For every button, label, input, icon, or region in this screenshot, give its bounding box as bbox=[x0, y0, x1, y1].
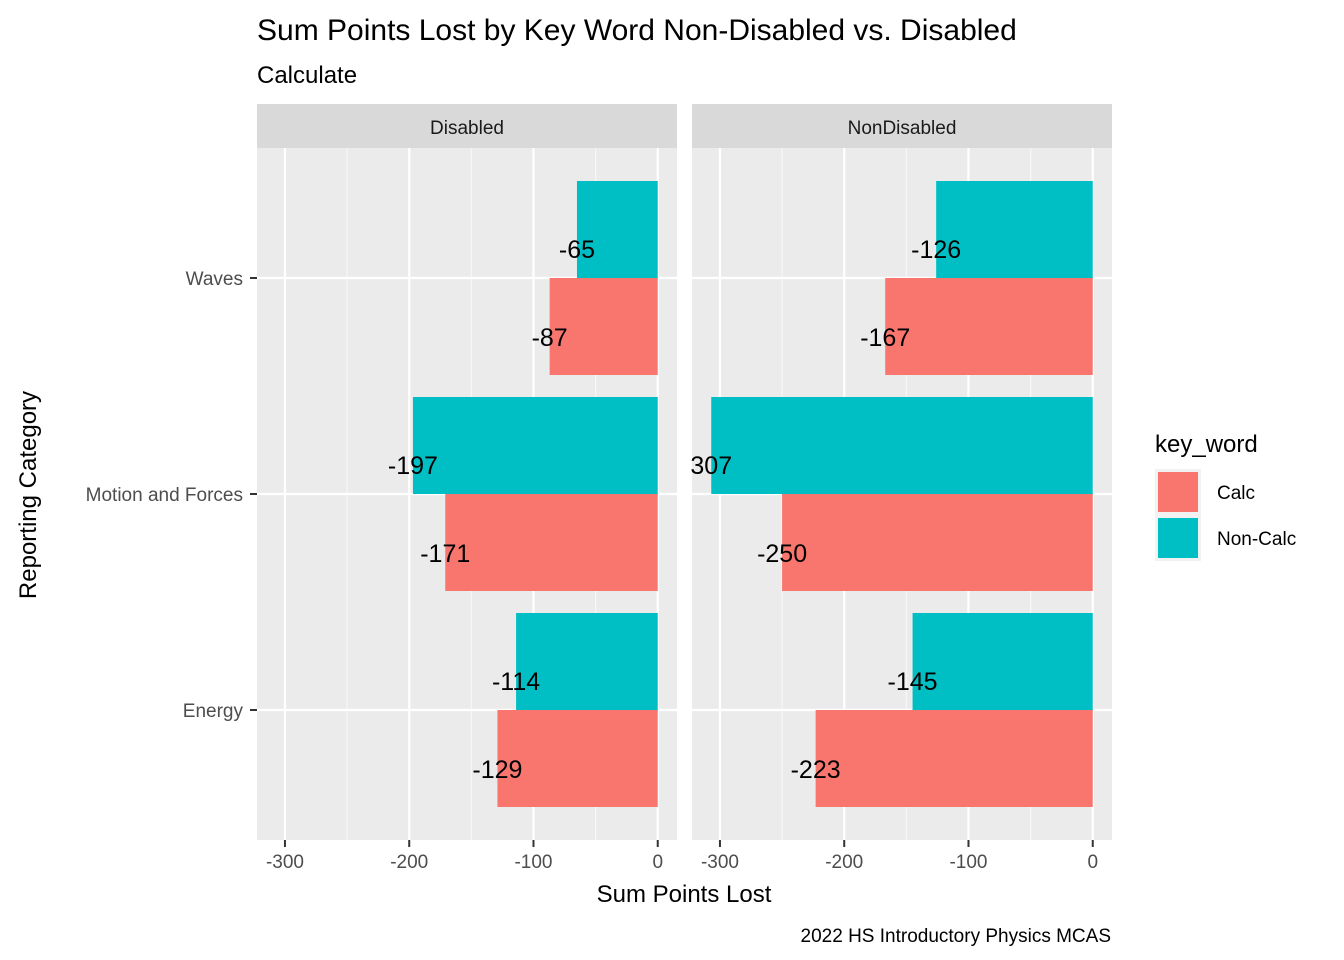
facet-strip bbox=[692, 104, 1112, 148]
bar-value-label: -167 bbox=[860, 324, 910, 352]
bar-calc bbox=[815, 710, 1093, 807]
bar-value-label: -114 bbox=[492, 668, 540, 696]
legend-key-non-calc bbox=[1158, 518, 1198, 558]
bar-non-calc bbox=[576, 181, 658, 278]
x-axis-title: Sum Points Lost bbox=[597, 881, 772, 908]
y-tick-label: Waves bbox=[186, 269, 243, 290]
bar-value-label: -250 bbox=[757, 540, 807, 568]
x-tick-label: 0 bbox=[1087, 852, 1098, 873]
bar-calc bbox=[549, 278, 658, 375]
bar-value-label: -171 bbox=[420, 540, 470, 568]
bar-value-label: -126 bbox=[911, 236, 961, 264]
bar-non-calc bbox=[516, 613, 658, 710]
y-tick-label: Motion and Forces bbox=[86, 485, 243, 506]
chart-caption: 2022 HS Introductory Physics MCAS bbox=[801, 926, 1111, 947]
legend: key_word Calc Non-Calc bbox=[1155, 431, 1296, 561]
facet-panels: Disabled -87 -171 -129 -65 -197 -114 -300 -200 -1… bbox=[257, 104, 1112, 873]
bar-calc bbox=[445, 494, 658, 591]
bar-non-calc bbox=[711, 397, 1093, 494]
x-tick-label: -300 bbox=[701, 852, 739, 873]
legend-key-calc bbox=[1158, 472, 1198, 512]
bar-value-label: 307 bbox=[690, 452, 732, 480]
bar-non-calc bbox=[412, 397, 658, 494]
facet-panel: NonDisabled -167 -250 -223 -126 307 -145 -300 -2… bbox=[690, 104, 1112, 873]
x-tick-label: -100 bbox=[514, 852, 552, 873]
x-tick-label: -300 bbox=[266, 852, 304, 873]
legend-title: key_word bbox=[1155, 431, 1258, 458]
bar-value-label: -223 bbox=[791, 756, 841, 784]
bar-value-label: -65 bbox=[559, 236, 595, 264]
bar-non-calc bbox=[912, 613, 1093, 710]
y-axis: Waves Motion and Forces Energy bbox=[86, 269, 257, 722]
x-tick-label: -200 bbox=[825, 852, 863, 873]
y-tick-label: Energy bbox=[183, 701, 244, 722]
chart-subtitle: Calculate bbox=[257, 62, 357, 89]
bar-value-label: -129 bbox=[472, 756, 522, 784]
facet-strip-label: Disabled bbox=[430, 118, 504, 139]
bar-calc bbox=[497, 710, 658, 807]
bar-value-label: -145 bbox=[888, 668, 938, 696]
facet-panel: Disabled -87 -171 -129 -65 -197 -114 -300 -200 -1… bbox=[257, 104, 677, 873]
bar-calc bbox=[885, 278, 1093, 375]
x-tick-label: 0 bbox=[652, 852, 663, 873]
chart-title: Sum Points Lost by Key Word Non-Disabled… bbox=[257, 14, 1017, 47]
legend-label: Non-Calc bbox=[1217, 529, 1296, 550]
bar-calc bbox=[782, 494, 1093, 591]
bar-value-label: -87 bbox=[532, 324, 568, 352]
bar-non-calc bbox=[936, 181, 1093, 278]
y-axis-title: Reporting Category bbox=[15, 391, 42, 599]
facet-strip bbox=[257, 104, 677, 148]
x-tick-label: -100 bbox=[949, 852, 987, 873]
legend-label: Calc bbox=[1217, 483, 1255, 504]
x-tick-label: -200 bbox=[390, 852, 428, 873]
bar-value-label: -197 bbox=[388, 452, 438, 480]
facet-strip-label: NonDisabled bbox=[848, 118, 957, 139]
